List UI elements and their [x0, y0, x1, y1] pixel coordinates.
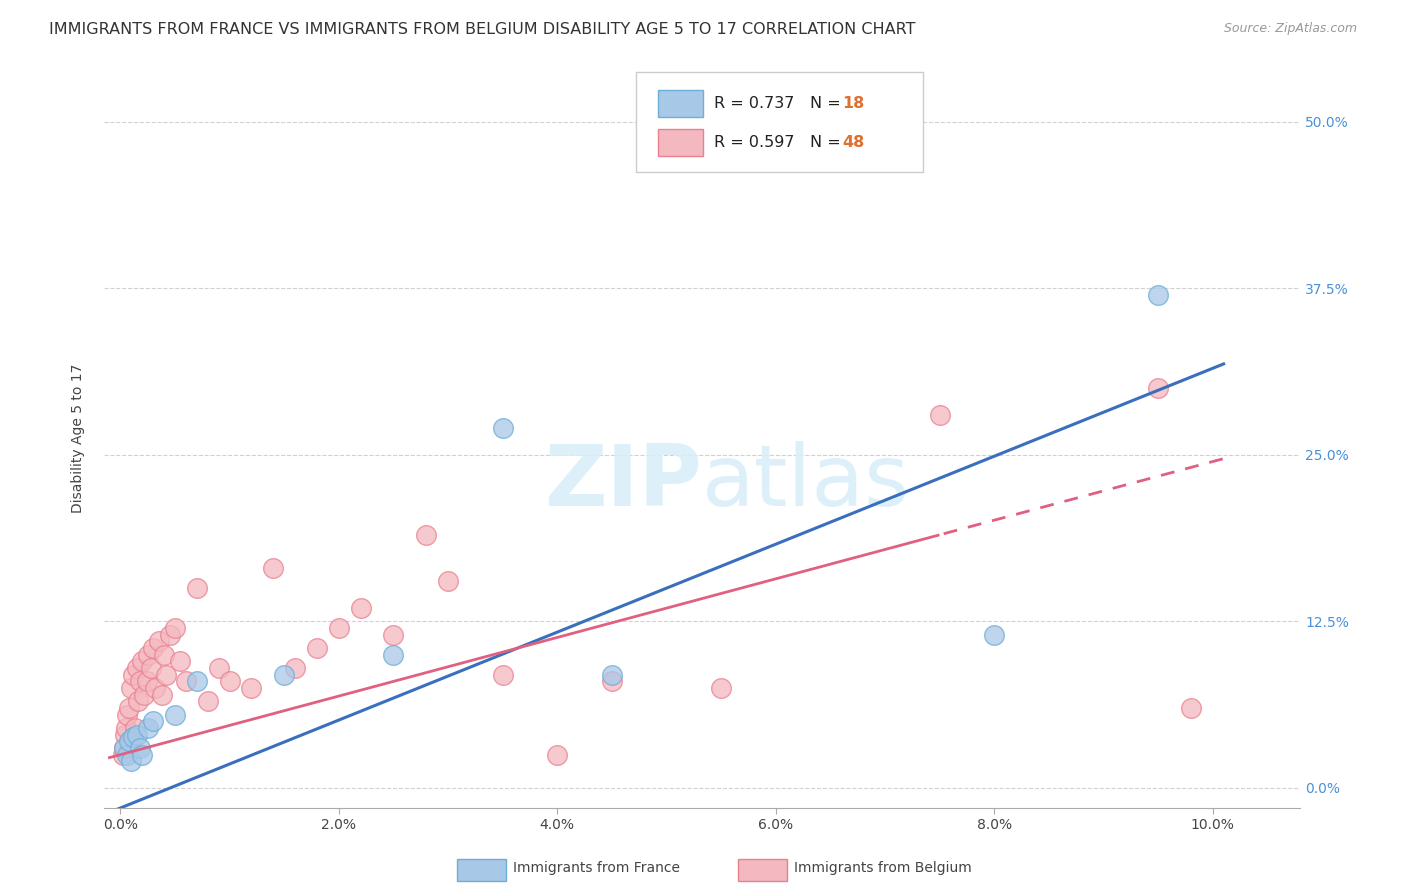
Point — [350, 601, 373, 615]
Point — [197, 694, 219, 708]
Point — [134, 688, 156, 702]
Point — [112, 741, 135, 756]
Point — [163, 707, 186, 722]
Point — [135, 674, 157, 689]
Point — [136, 648, 159, 662]
Point — [600, 674, 623, 689]
Text: Immigrants from Belgium: Immigrants from Belgium — [794, 861, 972, 875]
Text: N =: N = — [810, 95, 845, 111]
Point — [328, 621, 350, 635]
Text: Source: ZipAtlas.com: Source: ZipAtlas.com — [1223, 22, 1357, 36]
Text: 18: 18 — [842, 95, 865, 111]
Point — [382, 648, 405, 662]
Point — [1147, 288, 1170, 302]
Point — [118, 701, 141, 715]
Y-axis label: Disability Age 5 to 17: Disability Age 5 to 17 — [72, 364, 86, 513]
Point — [492, 667, 515, 681]
Point — [139, 661, 162, 675]
Text: 48: 48 — [842, 135, 865, 150]
Text: R = 0.737: R = 0.737 — [714, 95, 794, 111]
Point — [208, 661, 231, 675]
Point — [186, 581, 208, 595]
Point — [186, 674, 208, 689]
Point — [284, 661, 307, 675]
Point — [155, 667, 177, 681]
Point — [492, 421, 515, 435]
Text: Immigrants from France: Immigrants from France — [513, 861, 681, 875]
Point — [218, 674, 240, 689]
Point — [983, 628, 1005, 642]
Point — [928, 408, 950, 422]
Point — [1147, 381, 1170, 395]
Point — [273, 667, 295, 681]
Point — [122, 667, 145, 681]
Point — [546, 747, 568, 762]
Point — [143, 681, 166, 695]
Point — [129, 674, 152, 689]
Point — [114, 721, 136, 735]
Text: atlas: atlas — [702, 442, 910, 524]
Text: ZIP: ZIP — [544, 442, 702, 524]
Point — [129, 741, 152, 756]
Point — [153, 648, 176, 662]
Point — [136, 721, 159, 735]
Point — [114, 728, 136, 742]
Point — [1180, 701, 1202, 715]
Text: IMMIGRANTS FROM FRANCE VS IMMIGRANTS FROM BELGIUM DISABILITY AGE 5 TO 17 CORRELA: IMMIGRANTS FROM FRANCE VS IMMIGRANTS FRO… — [49, 22, 915, 37]
Point — [125, 661, 148, 675]
Point — [710, 681, 733, 695]
Point — [111, 747, 134, 762]
Point — [120, 681, 142, 695]
Point — [125, 728, 148, 742]
Point — [382, 628, 405, 642]
Point — [142, 641, 165, 656]
Point — [122, 731, 145, 745]
Point — [174, 674, 197, 689]
Point — [305, 641, 328, 656]
Point — [115, 707, 138, 722]
FancyBboxPatch shape — [658, 90, 703, 117]
Point — [437, 574, 460, 589]
Point — [120, 734, 142, 748]
Point — [159, 628, 181, 642]
Point — [142, 714, 165, 729]
Point — [118, 734, 141, 748]
Point — [124, 721, 146, 735]
FancyBboxPatch shape — [658, 129, 703, 156]
Point — [131, 655, 153, 669]
FancyBboxPatch shape — [637, 72, 924, 172]
Point — [150, 688, 173, 702]
Point — [120, 755, 142, 769]
Point — [240, 681, 263, 695]
Point — [163, 621, 186, 635]
Point — [127, 694, 149, 708]
Point — [415, 528, 437, 542]
Text: N =: N = — [810, 135, 845, 150]
Point — [112, 741, 135, 756]
Point — [600, 667, 623, 681]
Point — [148, 634, 170, 648]
Text: R = 0.597: R = 0.597 — [714, 135, 794, 150]
Point — [115, 747, 138, 762]
Point — [131, 747, 153, 762]
Point — [169, 655, 191, 669]
Point — [262, 561, 284, 575]
